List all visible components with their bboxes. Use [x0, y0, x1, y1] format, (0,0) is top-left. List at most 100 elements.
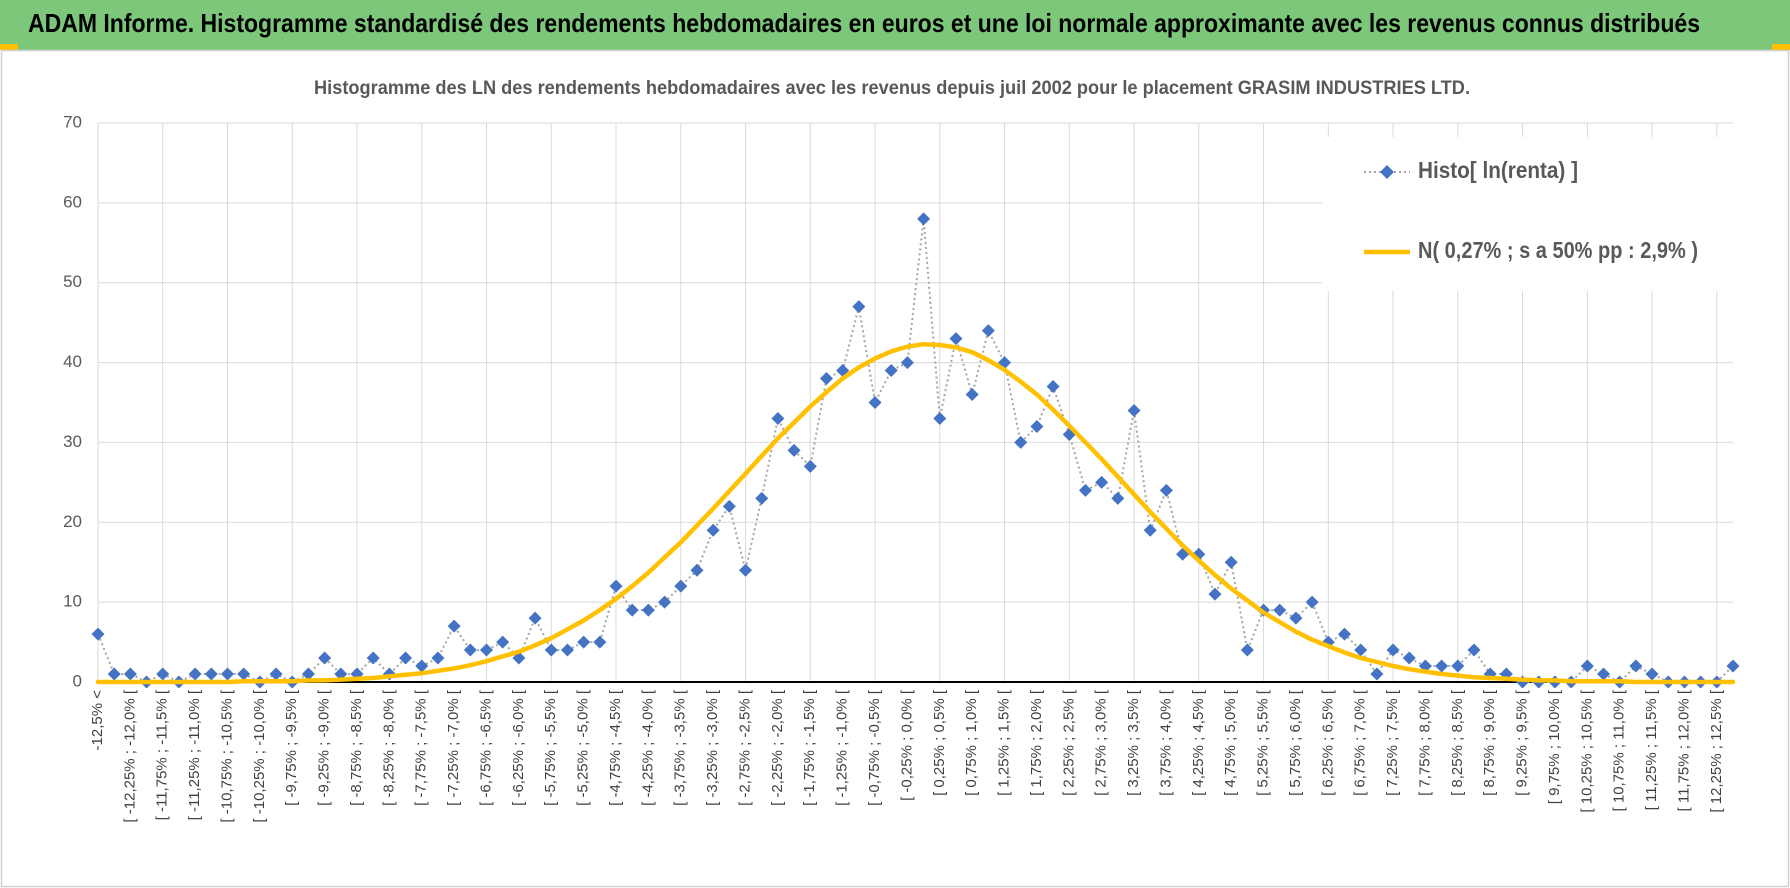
- data-point: [1451, 659, 1465, 673]
- data-point: [1726, 659, 1740, 673]
- data-point: [301, 667, 315, 681]
- x-tick-label: [ -11,75% ; -11,5% [: [154, 689, 171, 820]
- data-point: [1305, 595, 1319, 609]
- x-tick-label: [ -4,25% ; -4,0% [: [639, 689, 656, 806]
- x-tick-label: [ -1,75% ; -1,5% [: [801, 689, 818, 806]
- data-point: [318, 651, 332, 665]
- chart-title: Histogramme des LN des rendements hebdom…: [314, 78, 1470, 99]
- x-tick-label: [ -2,25% ; -2,0% [: [769, 689, 786, 806]
- data-point: [1289, 611, 1303, 625]
- data-point: [480, 643, 494, 657]
- x-tick-label: [ -6,75% ; -6,5% [: [477, 689, 494, 806]
- x-tick-label: [ -5,75% ; -5,5% [: [542, 689, 559, 806]
- y-tick-label: 70: [63, 112, 82, 131]
- x-tick-label: [ 1,75% ; 2,0% [: [1028, 689, 1045, 796]
- header-accent: [1772, 44, 1790, 50]
- data-point: [269, 667, 283, 681]
- data-point: [803, 459, 817, 473]
- chart-border: [0, 49, 1790, 888]
- x-tick-label: [ -2,75% ; -2,5% [: [736, 689, 753, 806]
- data-point: [1402, 651, 1416, 665]
- data-point: [1046, 380, 1060, 394]
- x-tick-label: [ -12,25% ; -12,0% [: [121, 689, 138, 822]
- x-tick-label: [ -11,25% ; -11,0% [: [186, 689, 203, 820]
- y-tick-label: 50: [63, 272, 82, 291]
- x-tick-label: [ 8,25% ; 8,5% [: [1449, 689, 1466, 796]
- x-tick-label: [ -3,25% ; -3,0% [: [704, 689, 721, 806]
- data-point: [1435, 659, 1449, 673]
- y-tick-label: 20: [63, 512, 82, 531]
- data-point: [1386, 643, 1400, 657]
- data-point: [221, 667, 235, 681]
- data-point: [819, 372, 833, 386]
- data-point: [156, 667, 170, 681]
- data-point: [1370, 667, 1384, 681]
- series-line: [95, 341, 1736, 685]
- x-tick-label: [ -9,75% ; -9,5% [: [283, 689, 300, 806]
- x-tick-label: [ 3,25% ; 3,5% [: [1125, 689, 1142, 796]
- data-point: [1111, 491, 1125, 505]
- data-point: [366, 651, 380, 665]
- x-tick-label: [ -4,75% ; -4,5% [: [607, 689, 624, 806]
- data-point: [1159, 483, 1173, 497]
- plot-area: 0 10 20 30 40 50 60 70 -12,5% < [ -12,25% ; -12,0…: [63, 112, 1740, 823]
- x-tick-label: [ -7,25% ; -7,0% [: [445, 689, 462, 806]
- legend-label: Histo[ ln(renta) ]: [1418, 157, 1578, 183]
- data-point: [1224, 555, 1238, 569]
- data-point: [204, 667, 218, 681]
- data-point: [431, 651, 445, 665]
- header-accent: [0, 44, 18, 50]
- x-tick-label: [ -10,75% ; -10,5% [: [218, 689, 235, 822]
- data-point: [593, 635, 607, 649]
- data-point: [496, 635, 510, 649]
- x-tick-label: [ -7,75% ; -7,5% [: [413, 689, 430, 806]
- data-point: [658, 595, 672, 609]
- x-tick-label: [ -3,75% ; -3,5% [: [672, 689, 689, 806]
- x-tick-label: [ 11,75% ; 12,0% [: [1675, 689, 1692, 811]
- data-point: [900, 356, 914, 370]
- data-point: [949, 332, 963, 346]
- x-tick-label: [ 8,75% ; 9,0% [: [1481, 689, 1498, 796]
- x-tick-label: [ -10,25% ; -10,0% [: [251, 689, 268, 822]
- data-point: [868, 396, 882, 409]
- data-point: [1645, 667, 1659, 681]
- data-point: [1467, 643, 1481, 657]
- x-tick-label: [ 5,25% ; 5,5% [: [1255, 689, 1272, 796]
- y-tick-label: 60: [63, 192, 82, 211]
- x-tick-label: [ -8,25% ; -8,0% [: [380, 689, 397, 806]
- x-tick-label: [ 9,25% ; 9,5% [: [1514, 689, 1531, 796]
- data-point: [399, 651, 413, 665]
- data-point: [577, 635, 591, 649]
- data-point: [1337, 627, 1351, 641]
- data-point: [625, 603, 639, 617]
- x-tick-label: [ 4,75% ; 5,0% [: [1222, 689, 1239, 796]
- x-tick-label: [ 2,75% ; 3,0% [: [1093, 689, 1110, 796]
- data-point: [690, 563, 704, 577]
- x-tick-label: [ -0,25% ; 0,0% [: [898, 689, 915, 801]
- data-point: [771, 411, 785, 425]
- data-point: [852, 300, 866, 314]
- x-tick-label: [ -1,25% ; -1,0% [: [834, 689, 851, 806]
- data-point: [755, 491, 769, 505]
- x-tick-label: [ 10,25% ; 10,5% [: [1578, 689, 1595, 812]
- data-point: [1078, 483, 1092, 497]
- x-tick-label: [ 4,25% ; 4,5% [: [1190, 689, 1207, 796]
- data-point: [1354, 643, 1368, 657]
- data-point: [463, 643, 477, 657]
- data-point: [1127, 403, 1141, 417]
- data-point: [1596, 667, 1610, 681]
- x-tick-label: [ 6,75% ; 7,0% [: [1352, 689, 1369, 796]
- y-tick-label: 10: [63, 592, 82, 611]
- data-point: [1143, 523, 1157, 537]
- x-tick-label: [ 11,25% ; 11,5% [: [1643, 689, 1660, 810]
- legend-marker: [1380, 165, 1394, 179]
- y-tick-label: 30: [63, 432, 82, 451]
- x-tick-label: [ -6,25% ; -6,0% [: [510, 689, 527, 806]
- x-tick-label: [ 10,75% ; 11,0% [: [1611, 689, 1628, 811]
- data-point: [1580, 659, 1594, 673]
- data-point: [91, 627, 105, 641]
- x-tick-label: [ 2,25% ; 2,5% [: [1060, 689, 1077, 796]
- data-point: [884, 364, 898, 378]
- x-tick-label: [ 3,75% ; 4,0% [: [1157, 689, 1174, 796]
